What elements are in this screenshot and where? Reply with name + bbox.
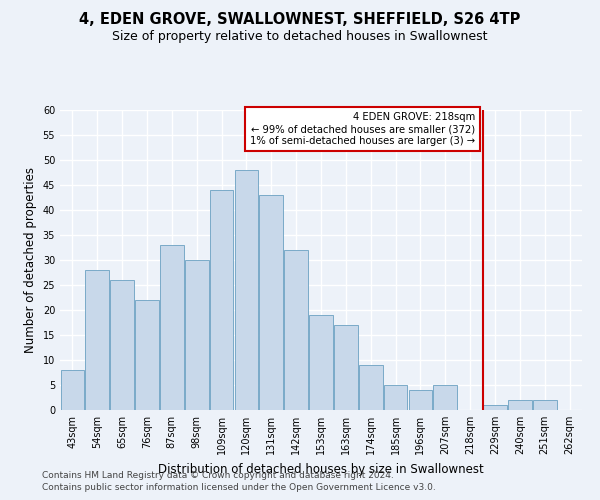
Bar — [483, 405, 507, 410]
Bar — [508, 400, 532, 410]
Bar — [110, 280, 134, 410]
Bar — [61, 370, 84, 410]
Bar — [210, 190, 233, 410]
Bar — [409, 390, 432, 410]
Text: Size of property relative to detached houses in Swallownest: Size of property relative to detached ho… — [112, 30, 488, 43]
Bar — [384, 385, 407, 410]
Bar — [185, 260, 209, 410]
Bar — [160, 245, 184, 410]
Bar — [433, 385, 457, 410]
Text: Contains public sector information licensed under the Open Government Licence v3: Contains public sector information licen… — [42, 484, 436, 492]
Bar — [309, 315, 333, 410]
Bar — [334, 325, 358, 410]
X-axis label: Distribution of detached houses by size in Swallownest: Distribution of detached houses by size … — [158, 462, 484, 475]
Bar — [259, 195, 283, 410]
Text: 4 EDEN GROVE: 218sqm
← 99% of detached houses are smaller (372)
1% of semi-detac: 4 EDEN GROVE: 218sqm ← 99% of detached h… — [250, 112, 475, 146]
Text: 4, EDEN GROVE, SWALLOWNEST, SHEFFIELD, S26 4TP: 4, EDEN GROVE, SWALLOWNEST, SHEFFIELD, S… — [79, 12, 521, 28]
Bar — [135, 300, 159, 410]
Bar — [359, 365, 383, 410]
Bar — [533, 400, 557, 410]
Y-axis label: Number of detached properties: Number of detached properties — [24, 167, 37, 353]
Bar — [284, 250, 308, 410]
Bar — [85, 270, 109, 410]
Bar — [235, 170, 258, 410]
Text: Contains HM Land Registry data © Crown copyright and database right 2024.: Contains HM Land Registry data © Crown c… — [42, 471, 394, 480]
